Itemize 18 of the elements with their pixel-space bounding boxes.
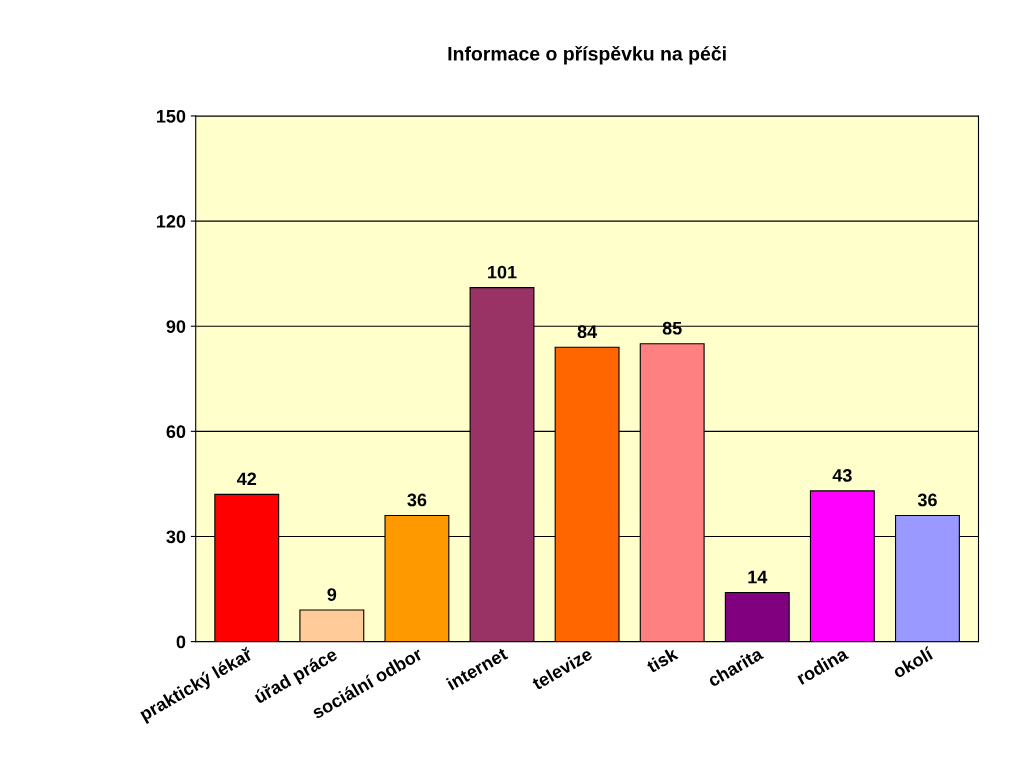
y-tick-label: 0 — [176, 635, 186, 649]
data-label: 36 — [917, 493, 937, 507]
data-label: 9 — [327, 588, 337, 601]
y-tick-label: 30 — [166, 530, 186, 544]
x-tick-label: tisk — [645, 646, 679, 674]
y-tick-label: 120 — [156, 215, 186, 228]
data-label: 36 — [407, 493, 427, 507]
data-label: 101 — [488, 265, 517, 279]
data-label: 14 — [748, 570, 768, 584]
y-tick-label: 60 — [166, 425, 186, 439]
data-label: 84 — [577, 325, 598, 339]
data-label: 43 — [832, 469, 852, 482]
bar — [724, 591, 790, 642]
bar — [299, 609, 365, 642]
data-label: 42 — [236, 472, 257, 486]
y-tick-label: 90 — [166, 320, 186, 333]
y-tick-label: 150 — [156, 109, 186, 123]
chart-title: Informace o příspěvku na péči — [448, 45, 726, 65]
